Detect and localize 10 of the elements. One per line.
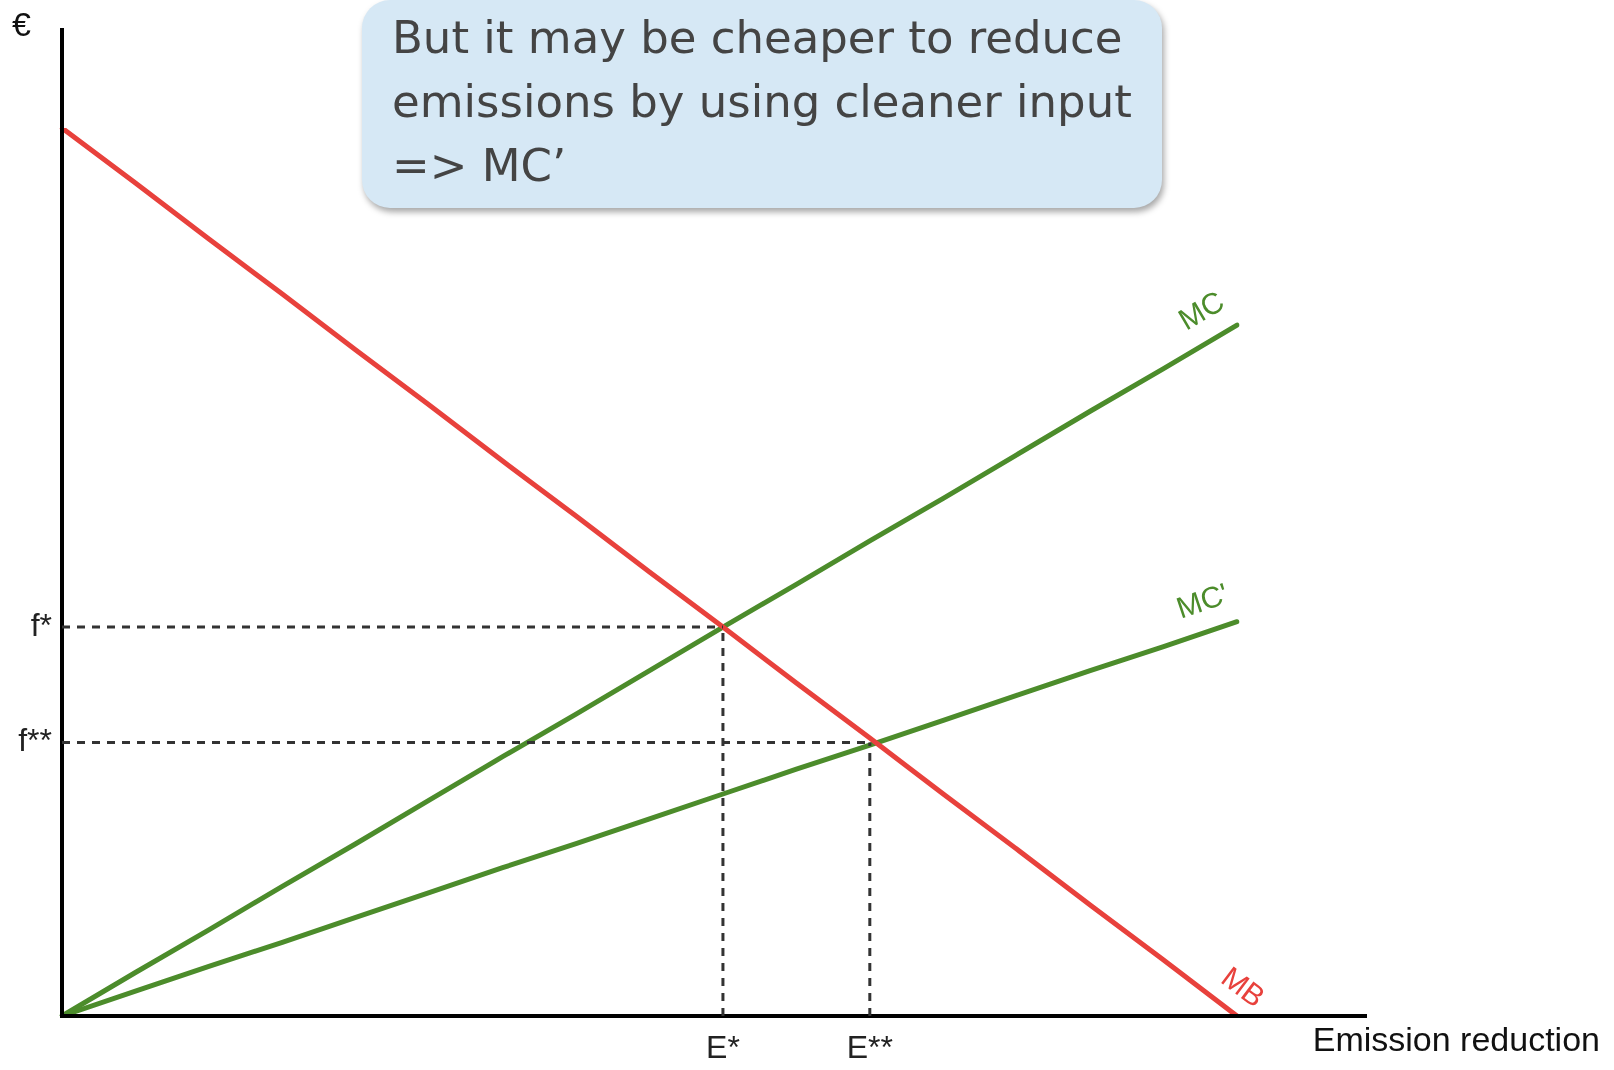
x-tick-label: E* <box>706 1029 740 1066</box>
ref-line-label: f* <box>30 606 52 643</box>
x-tick-label: E** <box>846 1029 893 1066</box>
text: MC' <box>1172 576 1233 625</box>
text: MC <box>1172 283 1230 337</box>
x-axis-title: Emission reduction <box>1312 1020 1600 1059</box>
text: MB <box>1215 960 1272 1014</box>
annotation: But it may be cheaper to reduce emissions by using cleaner input => MC’ <box>392 10 1132 194</box>
y-axis-title: € <box>12 5 31 44</box>
ref-line-label: f** <box>18 722 52 759</box>
